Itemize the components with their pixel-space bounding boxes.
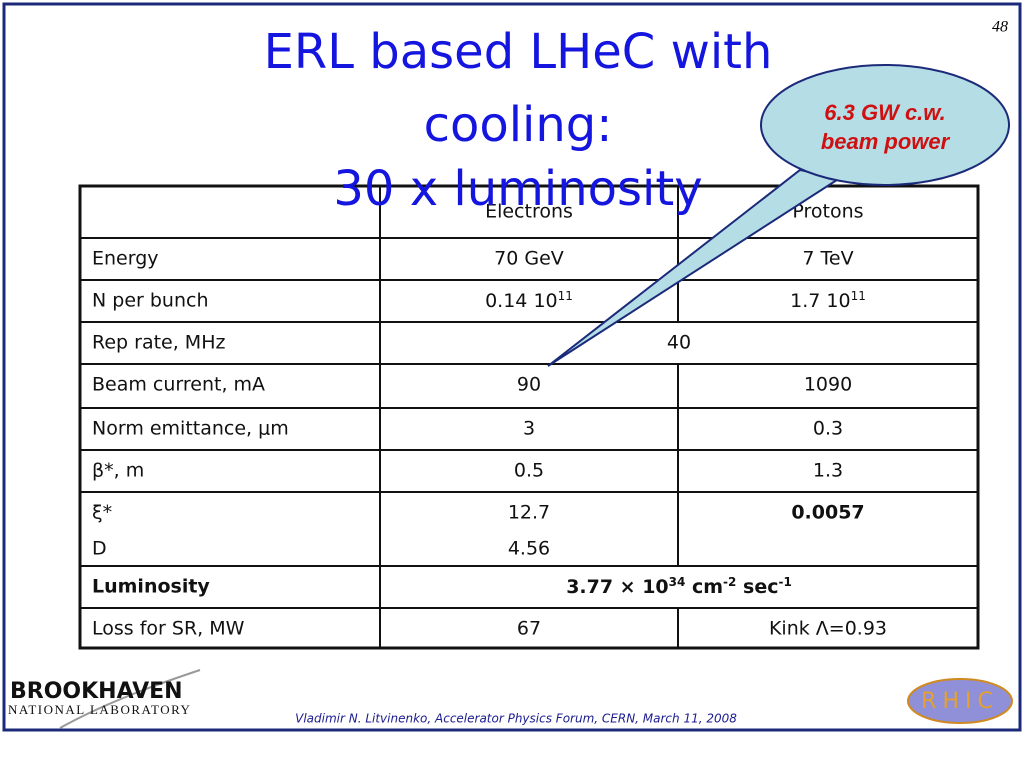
callout-text: 6.3 GW c.w.: [824, 100, 945, 125]
callout: 6.3 GW c.w. beam power: [547, 64, 1010, 367]
cell-text: 0.5: [514, 460, 544, 482]
superscript: 11: [851, 289, 866, 303]
cell-text: Kink Λ=0.93: [769, 618, 887, 640]
credit: Vladimir N. Litvinenko, Accelerator Phys…: [295, 712, 737, 726]
callout-text: beam power: [821, 129, 951, 154]
cell-text: 4.56: [508, 538, 550, 560]
cell-run: sec: [736, 576, 778, 598]
logo-subtitle: NATIONAL LABORATORY: [8, 702, 191, 717]
cell-text: ξ*: [92, 502, 112, 524]
cell-text: 3: [523, 418, 535, 440]
cell-text: 12.7: [508, 502, 550, 524]
cell-text: Luminosity: [92, 576, 210, 598]
column-header: Protons: [792, 201, 863, 223]
cell-text: Rep rate, MHz: [92, 332, 225, 354]
column-header: Electrons: [485, 201, 573, 223]
cell-run: 1.7 10: [790, 290, 850, 312]
cell-text: 67: [517, 618, 541, 640]
cell-text: 1090: [804, 374, 852, 396]
slide-frame: [2, 2, 1022, 732]
slide-title: ERL based LHeC with cooling: 30 x lumino…: [264, 24, 773, 217]
cell-text: 70 GeV: [494, 248, 564, 270]
cell-text: 1.7 1011: [790, 289, 866, 312]
cell-run: 3.77 × 10: [566, 576, 668, 598]
callout-joint: [801, 168, 839, 176]
cell-text: 0.0057: [791, 502, 864, 524]
table-background: [78, 184, 980, 650]
cell-text: 90: [517, 374, 541, 396]
superscript: -2: [723, 575, 736, 589]
superscript: 34: [669, 575, 686, 589]
rhic-label: RHIC: [921, 689, 999, 714]
superscript: -1: [778, 575, 791, 589]
cell-text: Energy: [92, 248, 159, 270]
title-line: ERL based LHeC with: [264, 24, 773, 80]
cell-text: Beam current, mA: [92, 374, 265, 396]
cell-text: N per bunch: [92, 290, 209, 312]
footer: BROOKHAVEN NATIONAL LABORATORY Vladimir …: [8, 669, 1013, 729]
cell-text: 40: [667, 332, 691, 354]
cell-text: 3.77 × 1034 cm-2 sec-1: [566, 575, 792, 598]
cell-text: 1.3: [813, 460, 843, 482]
cell-text: D: [92, 538, 107, 560]
superscript: 11: [558, 289, 573, 303]
logo-name: BROOKHAVEN: [10, 679, 183, 704]
cell-text: β*, m: [92, 460, 144, 482]
data-table: Electrons Protons Energy 70 GeV 7 TeV N per b…: [78, 184, 980, 650]
cell-text: 7 TeV: [802, 248, 853, 270]
cell-text: 0.3: [813, 418, 843, 440]
title-line: cooling:: [424, 97, 613, 153]
cell-text: Loss for SR, MW: [92, 618, 245, 640]
cell-run: cm: [685, 576, 723, 598]
cell-run: 0.14 10: [485, 290, 558, 312]
cell-text: 0.14 1011: [485, 289, 573, 312]
logo-swoosh: [59, 669, 201, 729]
rhic-badge: [907, 678, 1013, 724]
page-number: 48: [992, 19, 1008, 36]
callout-bubble: [760, 64, 1010, 186]
title-line: 30 x luminosity: [333, 161, 702, 217]
cell-text: Norm emittance, μm: [92, 418, 289, 440]
